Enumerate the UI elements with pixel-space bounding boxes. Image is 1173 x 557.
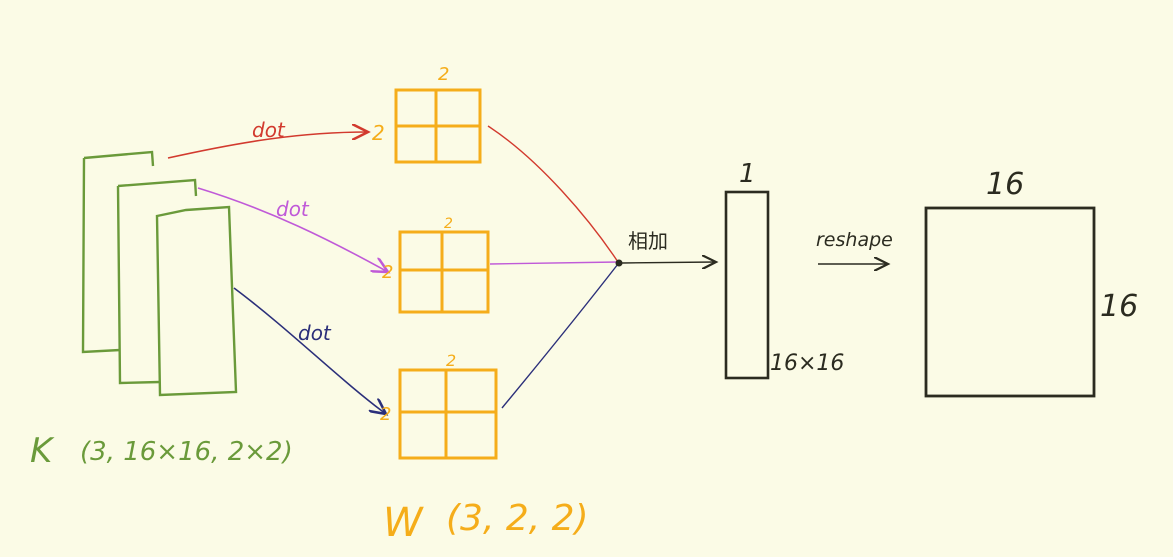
- column-vector-top-dim: 1: [739, 159, 756, 189]
- reshaped-matrix: [924, 206, 1096, 398]
- sum-arrow: [621, 262, 716, 263]
- merge-point: [615, 259, 623, 267]
- dot-arrow-red: [167, 132, 368, 159]
- matrix-top-dim: 16: [986, 167, 1024, 202]
- merge-line-navy: [501, 263, 619, 409]
- sum-label: 相加: [628, 229, 668, 253]
- w-block-1-left-dim: 2: [372, 121, 385, 145]
- w-label: W: [383, 500, 424, 546]
- column-vector-side-dim: 16×16: [770, 351, 844, 376]
- w-block-2-left-dim: 2: [382, 262, 393, 283]
- dot-label-red: dot: [252, 118, 286, 142]
- merge-line-red: [487, 125, 619, 263]
- w-block-1-top-dim: 2: [438, 64, 449, 85]
- w-block-3: [398, 368, 498, 460]
- reshape-label: reshape: [816, 229, 893, 251]
- w-block-1: [394, 88, 482, 164]
- dot-label-magenta: dot: [276, 197, 310, 221]
- k-tensor-stack: [81, 150, 238, 397]
- k-sheet-3: [155, 205, 238, 397]
- w-block-2: [398, 230, 490, 314]
- dot-arrow-magenta: [197, 187, 388, 272]
- column-vector: [724, 190, 770, 380]
- merge-line-magenta: [489, 261, 619, 265]
- w-block-3-left-dim: 2: [380, 404, 391, 425]
- dot-label-navy: dot: [298, 321, 332, 345]
- k-label: K: [30, 431, 55, 471]
- k-sheet-1: [81, 150, 155, 354]
- w-block-3-top-dim: 2: [446, 351, 456, 370]
- k-sheet-2: [116, 178, 198, 385]
- w-shape-label: (3, 2, 2): [446, 498, 589, 539]
- w-block-2-top-dim: 2: [444, 216, 453, 232]
- dot-arrow-navy: [233, 287, 386, 414]
- k-shape-label: (3, 16×16, 2×2): [80, 437, 293, 467]
- matrix-side-dim: 16: [1100, 289, 1138, 324]
